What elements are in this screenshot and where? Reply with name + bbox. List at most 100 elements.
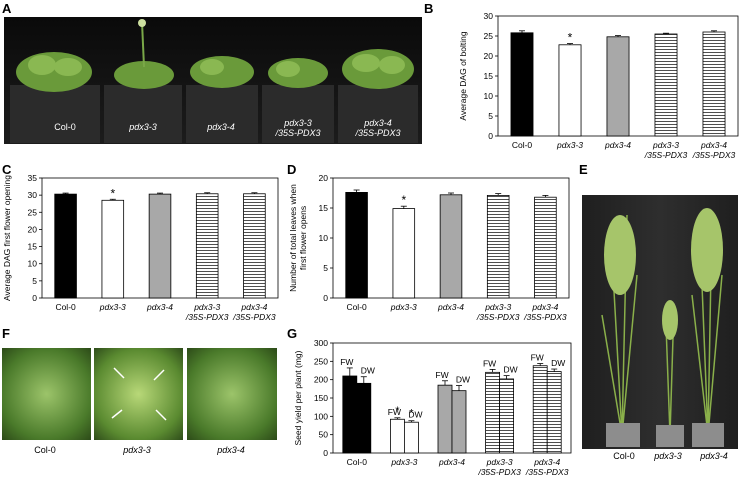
y-tick-label: 30: [484, 11, 494, 21]
bar: [439, 194, 463, 299]
y-tick-label: 0: [323, 293, 328, 303]
series-label: DW: [456, 375, 470, 385]
bar: [558, 44, 582, 137]
category-label: pdx3-3: [486, 457, 513, 467]
category-label: pdx3-3: [193, 302, 220, 312]
category-label: /35S-PDX3: [476, 312, 520, 322]
y-axis-label: Average DAG first flower opening: [2, 175, 12, 301]
label-f-pdx3-3: pdx3-3: [123, 445, 151, 455]
series-label: FW: [388, 407, 401, 417]
bar: [702, 31, 726, 137]
y-tick-label: 10: [28, 259, 38, 269]
category-label: /35S-PDX3: [525, 467, 569, 477]
category-label: pdx3-3: [652, 140, 679, 150]
bar-dw: [546, 371, 562, 454]
y-tick-label: 25: [28, 207, 38, 217]
chart-c: 0 5 10 15 20 25 30 35 Average DAG first flower o…: [2, 173, 279, 322]
category-label: pdx3-4: [531, 302, 558, 312]
bar: [345, 191, 368, 299]
y-tick-label: 200: [314, 375, 328, 385]
y-tick-label: 5: [32, 276, 37, 286]
category-label: pdx3-4: [533, 457, 560, 467]
y-tick-label: 50: [319, 430, 329, 440]
photo-panel-f-pdx3-3: [94, 348, 183, 440]
arrows-f: [111, 367, 167, 421]
photo-panel-f-col0: [2, 348, 91, 440]
bar: [392, 208, 416, 299]
series-label: FW: [435, 370, 448, 380]
panel-letter-e: E: [579, 162, 588, 177]
category-label: Col-0: [512, 140, 533, 150]
plant-photo-e: [601, 208, 724, 447]
bar: [243, 193, 266, 299]
y-axis-label: Number of total leaves when: [288, 184, 298, 292]
bar-fw: [532, 365, 548, 454]
label-a-pdx3-3: pdx3-3: [129, 122, 157, 132]
bar: [486, 195, 510, 299]
y-tick-label: 15: [484, 71, 494, 81]
bar: [101, 199, 125, 299]
bar: [534, 196, 557, 299]
panel-letter-c: C: [2, 162, 12, 177]
category-label: pdx3-4: [437, 302, 464, 312]
y-tick-label: 10: [319, 233, 329, 243]
bar-dw: [451, 390, 467, 454]
y-tick-label: 25: [484, 31, 494, 41]
series-label: FW: [531, 353, 544, 363]
panel-letter-a: A: [2, 1, 12, 16]
y-tick-label: 250: [314, 356, 328, 366]
y-tick-label: 20: [28, 224, 38, 234]
series-label: FW: [483, 358, 496, 368]
photo-panel-f-pdx3-4: [187, 348, 277, 440]
category-label: /35S-PDX3: [692, 150, 736, 160]
label-a-pdx3-4-35s: pdx3-4 /35S-PDX3: [355, 118, 401, 138]
category-label: Col-0: [346, 302, 367, 312]
category-label: /35S-PDX3: [185, 312, 229, 322]
bar-fw: [437, 384, 453, 454]
label-e-col0-text: Col-0: [613, 451, 635, 461]
rosette-photo-a: [10, 19, 418, 143]
bar-dw: [499, 378, 515, 454]
photo-panel-a: Col-0 pdx3-3 pdx3-4 pdx3-3 /35S-PDX3 pdx…: [4, 17, 422, 144]
significance-star: *: [395, 405, 400, 417]
bar: [606, 36, 630, 137]
y-tick-label: 20: [484, 51, 494, 61]
bar: [54, 193, 77, 299]
category-label: pdx3-3: [484, 302, 511, 312]
bar: [148, 193, 172, 299]
label-a-col0: Col-0: [54, 122, 76, 132]
y-tick-label: 100: [314, 411, 328, 421]
category-label: pdx3-3: [99, 302, 126, 312]
significance-star: *: [409, 408, 414, 420]
significance-star: *: [110, 186, 115, 200]
category-label: /35S-PDX3: [232, 312, 276, 322]
y-tick-label: 15: [28, 242, 38, 252]
label-e-pdx3-4-text: pdx3-4: [700, 451, 728, 461]
y-tick-label: 0: [323, 448, 328, 458]
y-tick-label: 0: [32, 293, 37, 303]
significance-star: *: [568, 31, 573, 45]
series-label: DW: [504, 365, 518, 375]
category-label: pdx3-3: [556, 140, 583, 150]
panel-letter-b: B: [424, 1, 434, 16]
category-label: /35S-PDX3: [477, 467, 521, 477]
category-label: pdx3-4: [146, 302, 173, 312]
y-tick-label: 20: [319, 173, 329, 183]
label-f-col0: Col-0: [34, 445, 56, 455]
category-label: pdx3-3: [390, 302, 417, 312]
label-e-pdx3-3-text: pdx3-3: [654, 451, 682, 461]
category-label: Col-0: [347, 457, 368, 467]
category-label: pdx3-4: [438, 457, 465, 467]
y-tick-label: 5: [323, 263, 328, 273]
chart-g: 0 50 100 150 200 250 300 Seed yield per plant (…: [293, 338, 572, 477]
panel-letter-f: F: [2, 326, 10, 341]
series-label: DW: [551, 358, 565, 368]
category-label: pdx3-4: [240, 302, 267, 312]
bar-dw: [404, 421, 419, 454]
y-tick-label: 150: [314, 393, 328, 403]
y-axis-label: Seed yield per plant (mg): [293, 350, 303, 445]
series-label: FW: [340, 357, 353, 367]
y-tick-label: 35: [28, 173, 38, 183]
bar-dw: [356, 382, 372, 454]
chart-b: 0 5 10 15 20 25 30 Average DAG of bolting Col-0 *…: [458, 11, 739, 160]
